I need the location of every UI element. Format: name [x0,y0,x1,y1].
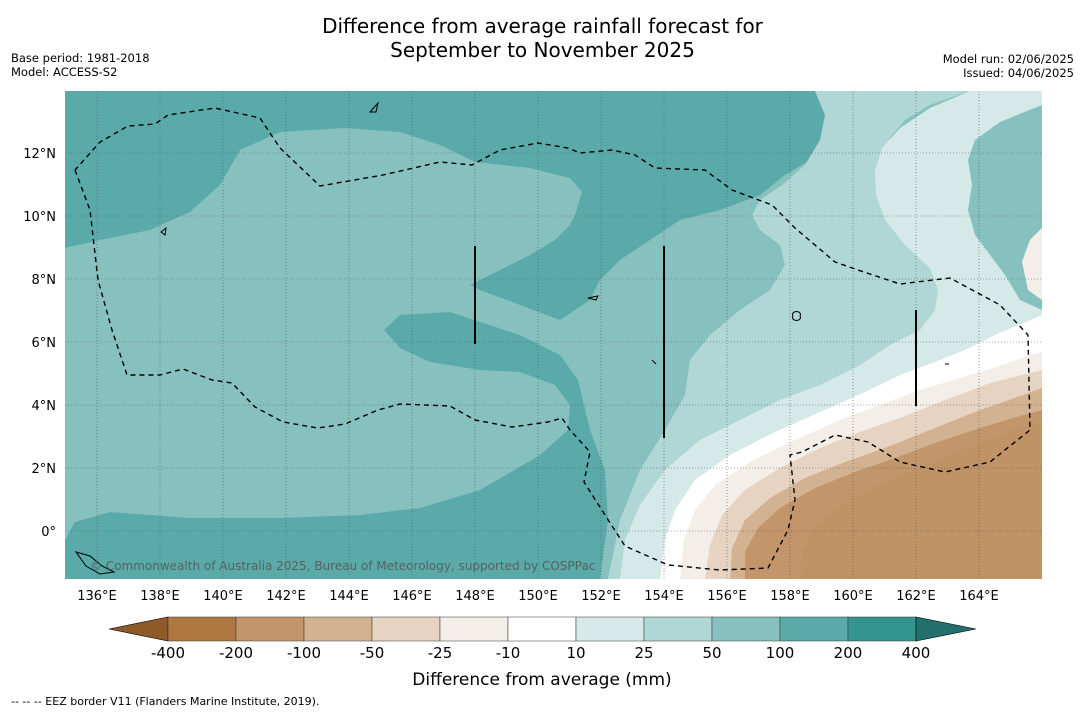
lat-tick-label: 0° [41,525,56,540]
lon-tick-label: 156°E [707,589,747,604]
island-2 [160,226,167,236]
lon-tick-label: 138°E [140,589,180,604]
colorbar-segment [303,616,373,642]
colorbar-segment [643,616,713,642]
marker-lines [474,246,917,438]
model-run-text: Model run: 02/06/2025 [942,52,1074,66]
eez-footnote: -- -- -- EEZ border V11 (Flanders Marine… [11,695,320,708]
colorbar-segment [779,616,849,642]
colorbar-tick-labels: -400 -200 -100 -50 -25 -10 10 25 50 100 200 400 [151,644,930,662]
issued-text: Issued: 04/06/2025 [963,66,1074,80]
rainfall-field: © Commonwealth of Australia 2025, Bureau… [65,91,1042,579]
lon-tick-label: 150°E [518,589,558,604]
colorbar-extend-high [915,616,977,642]
lon-tick-label: 146°E [392,589,432,604]
lon-tick-label: 140°E [203,589,243,604]
island-3 [587,295,599,301]
colorbar-tick-label: -10 [496,644,521,662]
lon-tick-label: 158°E [770,589,810,604]
colorbar-tick-label: 400 [902,644,931,662]
coastlines [74,101,949,575]
meta-left: Base period: 1981-2018 Model: ACCESS-S2 [11,51,150,79]
colorbar-segment [507,616,577,642]
lat-tick-label: 12°N [23,147,56,162]
colorbar-segment [847,616,917,642]
colorbar-tick-label: -100 [287,644,321,662]
colorbar-segment [235,616,305,642]
island-1 [368,101,379,113]
island-5 [74,551,116,575]
island-7 [651,359,657,365]
lon-tick-label: 144°E [329,589,369,604]
model-text: Model: ACCESS-S2 [11,65,118,79]
colorbar-tick-label: 25 [634,644,653,662]
title-line-1: Difference from average rainfall forecas… [322,14,763,38]
meta-right: Model run: 02/06/2025 Issued: 04/06/2025 [943,52,1074,80]
longitude-labels: 136°E 138°E 140°E 142°E 144°E 146°E 148°E 150°E… [77,589,999,604]
colorbar-tick-label: 10 [566,644,585,662]
lon-tick-label: 148°E [455,589,495,604]
colorbar-segment [371,616,441,642]
title-line-2: September to November 2025 [390,38,695,62]
lat-tick-label: 4°N [32,399,57,414]
colorbar-tick-label: 50 [702,644,721,662]
colorbar-segment [575,616,645,642]
lon-tick-label: 136°E [77,589,117,604]
colorbar-segment [711,616,781,642]
map-title: Difference from average rainfall forecas… [0,14,1085,62]
colorbar-tick-label: -50 [360,644,385,662]
colorbar-tick-label: 200 [834,644,863,662]
lat-tick-label: 8°N [32,273,57,288]
colorbar-tick-label: 100 [766,644,795,662]
colorbar [108,616,977,642]
colorbar-segment [439,616,509,642]
lat-tick-label: 10°N [23,210,56,225]
colorbar-extend-low [108,616,169,642]
lon-tick-label: 142°E [266,589,306,604]
lon-tick-label: 154°E [644,589,684,604]
copyright-watermark: © Commonwealth of Australia 2025, Bureau… [90,559,595,573]
eez-borders [74,107,1031,571]
eez-border-west [74,107,1031,571]
lon-tick-label: 152°E [581,589,621,604]
lon-tick-label: 160°E [833,589,873,604]
latitude-labels: 12°N 10°N 8°N 6°N 4°N 2°N 0° [23,147,56,540]
lon-tick-label: 164°E [959,589,999,604]
lat-tick-label: 2°N [32,462,57,477]
colorbar-segment [167,616,237,642]
base-period-text: Base period: 1981-2018 [11,51,150,65]
colorbar-tick-label: -400 [151,644,185,662]
colorbar-tick-label: -200 [219,644,253,662]
lon-tick-label: 162°E [896,589,936,604]
colorbar-tick-label: -25 [428,644,453,662]
lat-tick-label: 6°N [32,336,57,351]
island-4 [792,311,801,321]
colorbar-title: Difference from average (mm) [412,670,671,690]
band-m200-m400 [800,420,1042,579]
